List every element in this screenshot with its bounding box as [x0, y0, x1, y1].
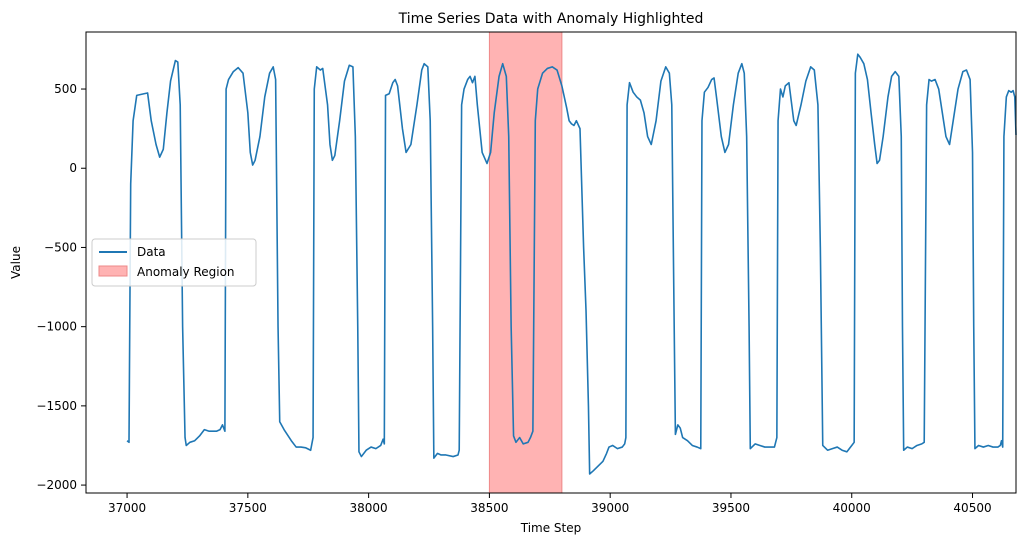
- legend-box: [91, 238, 257, 287]
- chart-title: Time Series Data with Anomaly Highlighte…: [398, 11, 704, 27]
- y-tick-label: 500: [54, 82, 77, 96]
- legend: Data Anomaly Region: [91, 238, 257, 287]
- y-axis: −2000 −1500 −1000 −500 0 500: [36, 82, 86, 492]
- legend-area-swatch: [98, 265, 128, 277]
- y-tick-label: −1500: [36, 399, 77, 413]
- x-tick-label: 39500: [712, 501, 750, 515]
- legend-label-data: Data: [137, 245, 166, 259]
- plot-frame: [85, 31, 1017, 494]
- legend-label-anomaly-region: Anomaly Region: [137, 265, 235, 279]
- x-tick-label: 40500: [953, 501, 991, 515]
- series-layer: [126, 53, 1017, 475]
- y-axis-label: Value: [9, 246, 23, 279]
- y-tick-label: −1000: [36, 320, 77, 334]
- x-axis-label: Time Step: [520, 521, 582, 535]
- highlight-regions: [488, 31, 563, 494]
- y-tick-label: −500: [44, 240, 77, 254]
- y-tick-label: −2000: [36, 478, 77, 492]
- x-tick-label: 37000: [108, 501, 146, 515]
- x-tick-label: 39000: [591, 501, 629, 515]
- x-tick-label: 38500: [470, 501, 508, 515]
- x-tick-label: 38000: [350, 501, 388, 515]
- x-tick-label: 37500: [229, 501, 267, 515]
- x-axis: 37000 37500 38000 38500 39000 39500 40000 40500: [108, 493, 992, 515]
- anomaly-region: [488, 31, 563, 494]
- y-tick-label: 0: [69, 161, 77, 175]
- series-line-data: [126, 53, 1017, 475]
- x-tick-label: 40000: [833, 501, 871, 515]
